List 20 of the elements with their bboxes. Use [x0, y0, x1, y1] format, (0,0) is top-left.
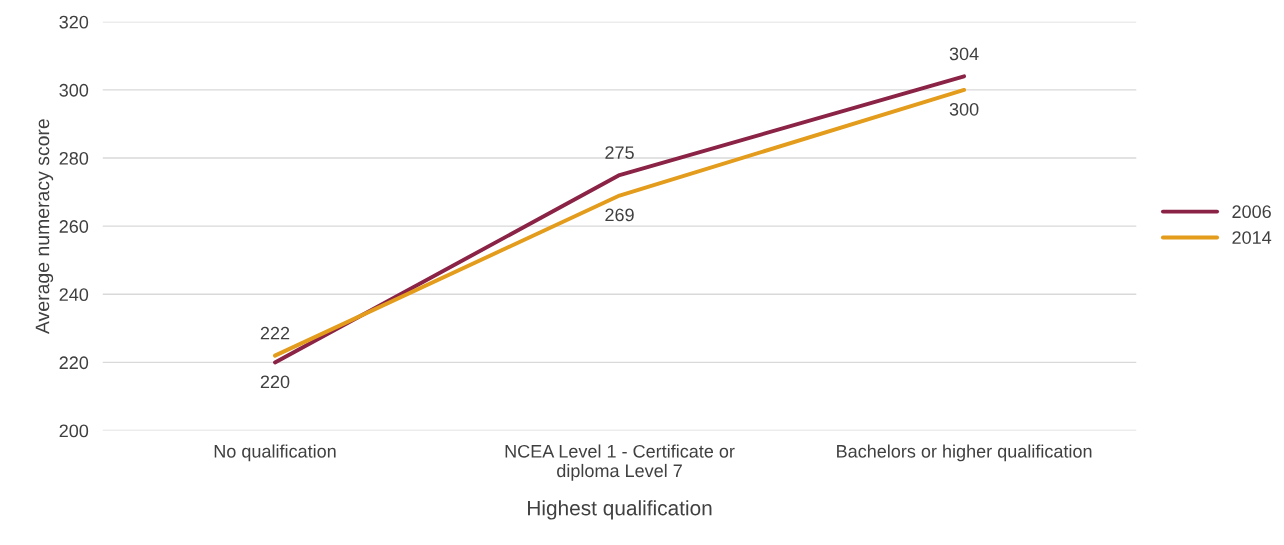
y-tick-label: 280	[59, 151, 89, 165]
legend-label: 2014	[1232, 231, 1272, 244]
data-label: 300	[949, 102, 979, 116]
y-tick-label: 300	[59, 83, 89, 97]
y-axis-title: Average numeracy score	[35, 119, 54, 335]
x-axis-title: Highest qualification	[528, 500, 712, 520]
x-tick-label: No qualification	[214, 444, 336, 462]
data-label: 304	[949, 47, 979, 61]
data-label: 275	[605, 146, 634, 160]
data-label: 269	[605, 208, 634, 222]
y-tick-label: 240	[59, 288, 89, 302]
y-tick-label: 320	[59, 15, 89, 29]
x-tick-label: Bachelors or higher qualification	[837, 444, 1092, 462]
data-label: 220	[260, 375, 290, 389]
x-tick-label: NCEA Level 1 - Certificate or diploma Level 7	[505, 444, 735, 481]
y-tick-label: 200	[59, 424, 89, 438]
y-tick-label: 260	[59, 220, 89, 233]
data-label: 222	[260, 326, 290, 340]
legend-label: 2006	[1232, 205, 1271, 219]
y-tick-label: 220	[59, 356, 89, 370]
